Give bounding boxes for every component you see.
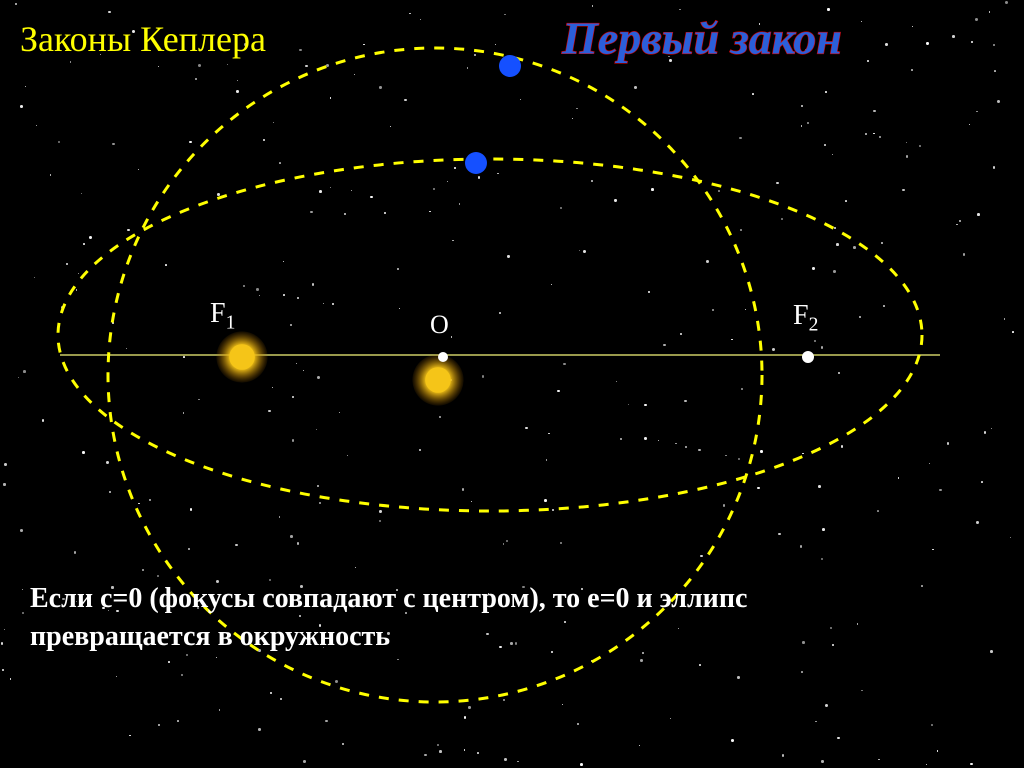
slide-container: Законы Кеплера Первый закон F1 F2 О Если… bbox=[0, 0, 1024, 768]
slide-title: Законы Кеплера bbox=[20, 18, 266, 60]
body-text-line1: Если с=0 (фокусы совпадают с центром), т… bbox=[30, 580, 747, 618]
body-text-line2: превращается в окружность bbox=[30, 618, 747, 656]
label-center-o: О bbox=[430, 310, 449, 340]
label-focus-2: F2 bbox=[793, 300, 818, 337]
slide-subtitle: Первый закон bbox=[560, 12, 1020, 77]
label-focus-1: F1 bbox=[210, 298, 235, 335]
svg-text:Первый закон: Первый закон bbox=[561, 12, 842, 63]
body-text: Если с=0 (фокусы совпадают с центром), т… bbox=[30, 580, 747, 656]
